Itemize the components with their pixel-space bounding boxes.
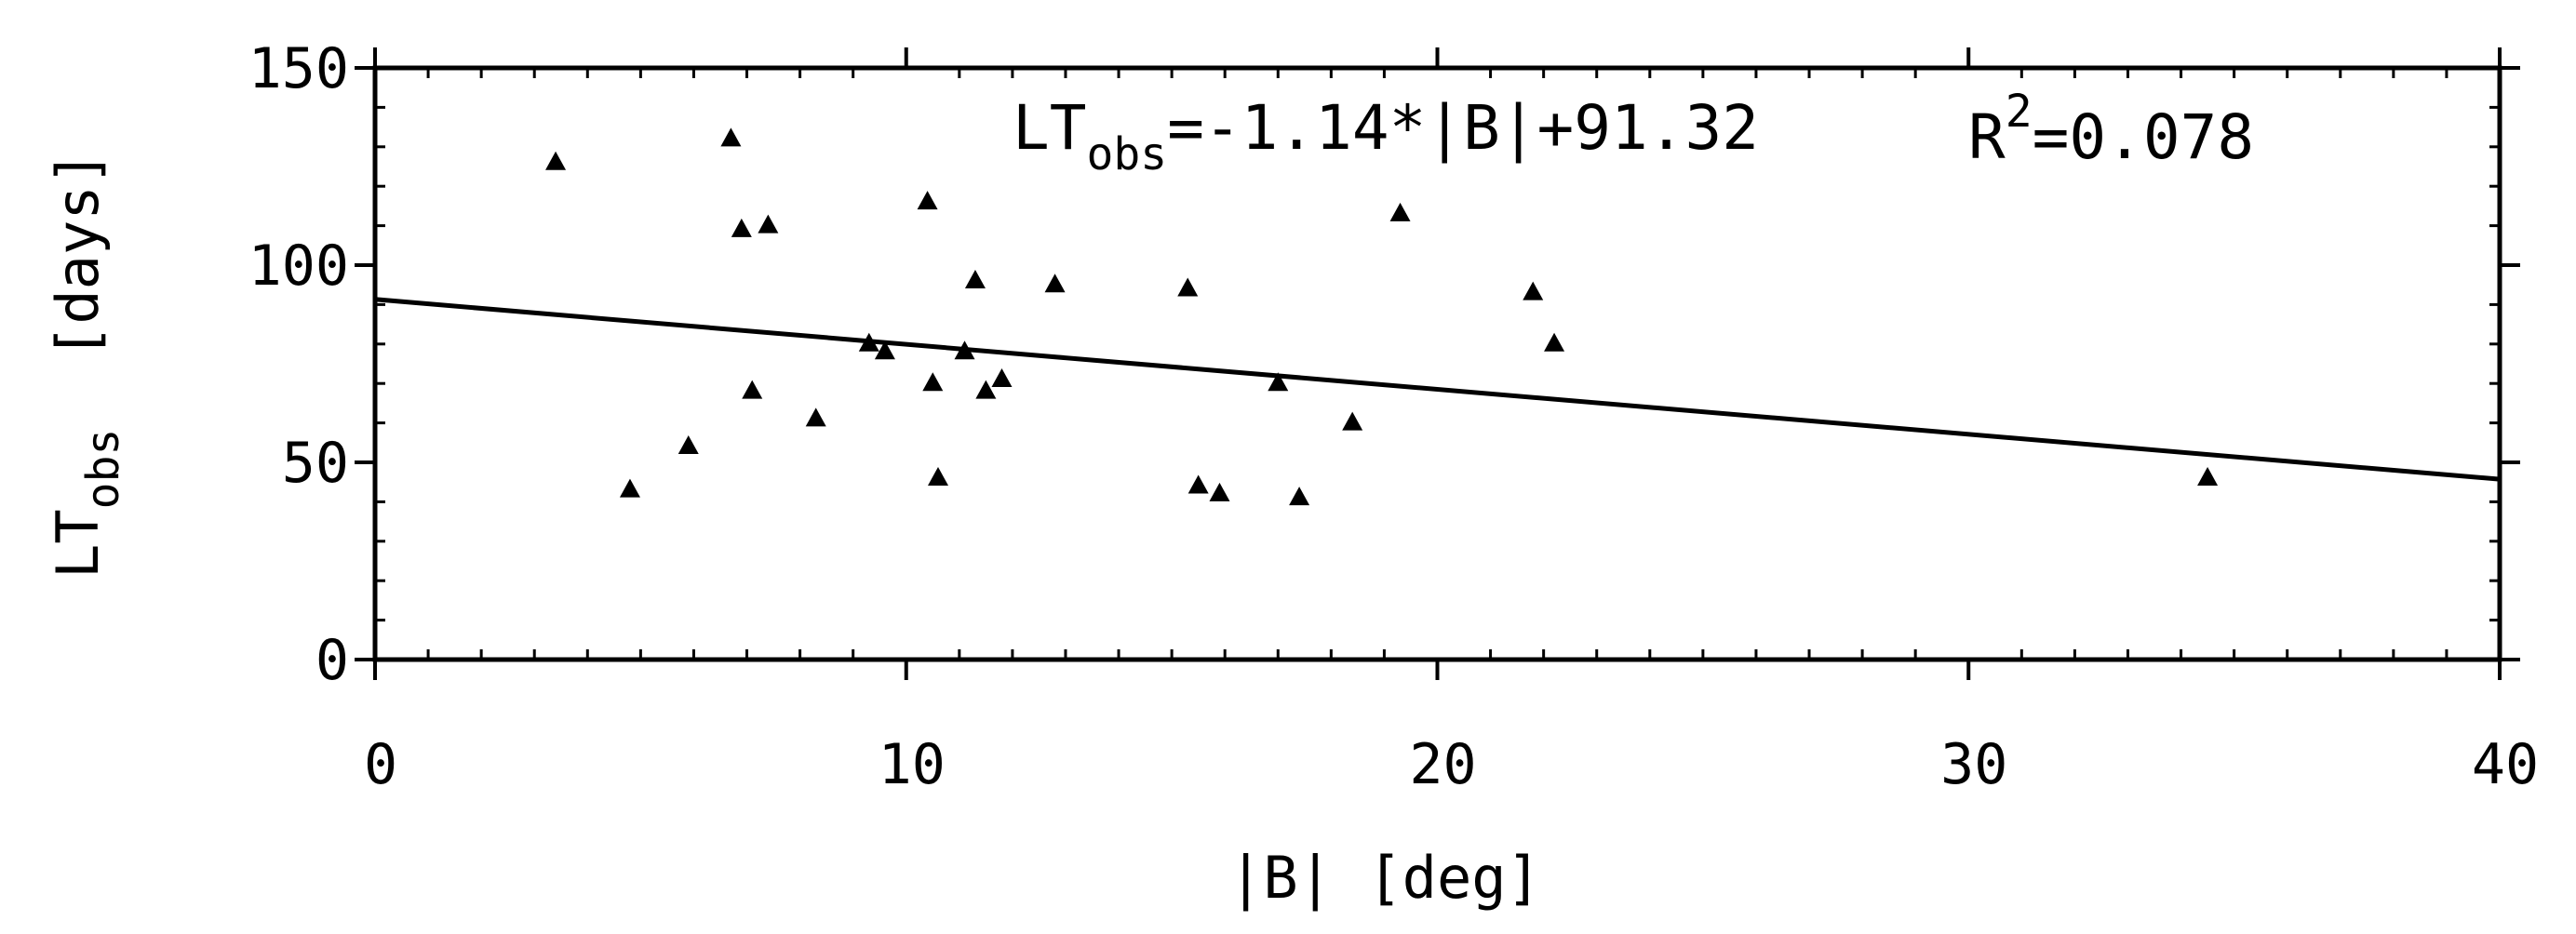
data-point <box>1523 281 1544 300</box>
data-points <box>545 127 2219 506</box>
data-point <box>720 127 742 147</box>
plot-frame <box>372 65 2502 662</box>
data-point <box>1389 202 1411 221</box>
x-tick-label: 10 <box>879 732 946 797</box>
data-point <box>964 269 986 288</box>
data-point <box>678 435 699 455</box>
data-point <box>954 340 975 360</box>
data-point <box>858 332 879 352</box>
data-point <box>2197 466 2219 486</box>
x-axis-label: |B| [deg] <box>1228 844 1541 913</box>
x-tick-label: 30 <box>1940 732 2007 797</box>
y-tick-label: 100 <box>248 234 349 299</box>
data-point <box>619 478 640 498</box>
data-point <box>922 372 944 392</box>
y-tick-labels: 0 50 100 150 <box>248 36 349 693</box>
x-tick-labels: 0 10 20 30 40 <box>364 732 2539 797</box>
x-tick-label: 40 <box>2472 732 2539 797</box>
y-tick-label: 50 <box>282 431 349 496</box>
data-point <box>1544 332 1565 352</box>
data-point <box>545 151 567 170</box>
svg-text:LTobs [days]: LTobs [days] <box>44 151 129 579</box>
data-point <box>805 407 826 427</box>
data-point <box>991 367 1013 387</box>
data-point <box>975 380 997 399</box>
y-axis-label: LTobs [days] <box>44 151 129 579</box>
data-point <box>917 191 938 210</box>
data-point <box>758 214 779 234</box>
data-point <box>1044 274 1066 293</box>
data-point <box>927 466 948 486</box>
data-point <box>1268 372 1289 392</box>
data-point <box>874 340 895 360</box>
major-ticks <box>355 47 2520 680</box>
x-tick-label: 20 <box>1409 732 1476 797</box>
data-point <box>1177 277 1199 297</box>
data-point <box>1342 411 1363 431</box>
x-tick-label: 0 <box>364 732 397 797</box>
regression-line <box>374 297 2501 482</box>
y-tick-label: 0 <box>315 628 349 693</box>
data-point <box>1209 482 1230 501</box>
data-point <box>1187 474 1209 494</box>
data-point <box>1289 487 1310 506</box>
r-squared: R2=0.078 <box>1968 86 2254 173</box>
y-tick-label: 150 <box>248 36 349 101</box>
data-point <box>742 380 763 399</box>
fit-equation: LTobs=-1.14*|B|+91.32 <box>1013 92 1759 180</box>
data-point <box>731 218 752 237</box>
